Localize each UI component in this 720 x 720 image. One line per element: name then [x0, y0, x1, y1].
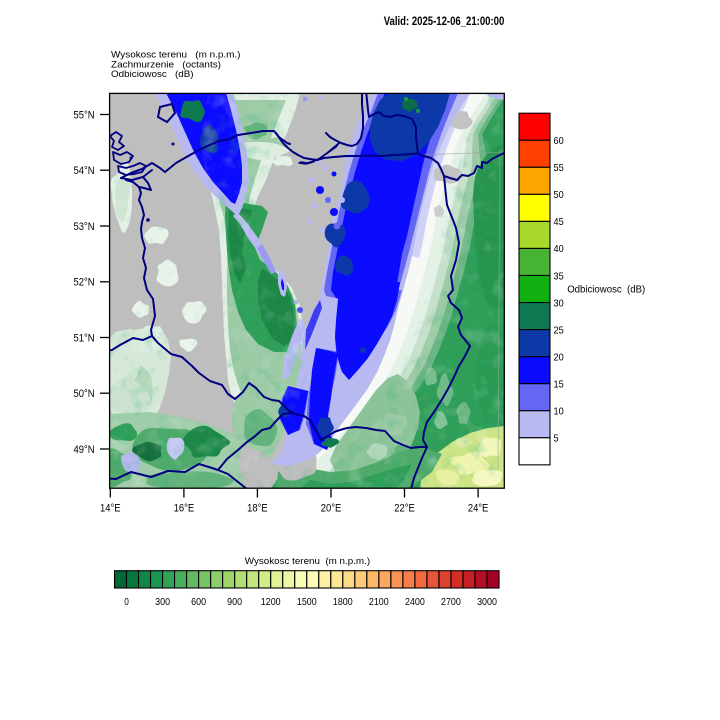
svg-text:Valid: 2025-12-06_21:00:00: Valid: 2025-12-06_21:00:00: [384, 14, 505, 28]
svg-text:20: 20: [554, 352, 564, 364]
svg-text:300: 300: [155, 596, 170, 608]
svg-text:2700: 2700: [441, 596, 461, 608]
svg-text:1500: 1500: [297, 596, 317, 608]
svg-text:25: 25: [554, 324, 564, 336]
svg-text:18°E: 18°E: [247, 503, 268, 515]
svg-text:2100: 2100: [369, 596, 389, 608]
svg-text:Odbiciowosc (dB): Odbiciowosc (dB): [111, 69, 194, 80]
svg-text:16°E: 16°E: [174, 503, 195, 515]
svg-text:Odbiciowosc (dB): Odbiciowosc (dB): [567, 284, 645, 296]
svg-text:Wysokosc terenu (m n.p.m.): Wysokosc terenu (m n.p.m.): [245, 556, 370, 567]
svg-text:15: 15: [554, 379, 564, 391]
svg-text:3000: 3000: [477, 596, 497, 608]
svg-text:14°E: 14°E: [100, 503, 121, 515]
svg-text:55: 55: [554, 162, 564, 174]
svg-text:55°N: 55°N: [74, 109, 95, 121]
svg-text:22°E: 22°E: [394, 503, 415, 515]
svg-text:Zachmurzenie (octants): Zachmurzenie (octants): [111, 59, 221, 70]
svg-text:600: 600: [191, 596, 206, 608]
svg-text:5: 5: [554, 433, 559, 445]
svg-text:50: 50: [554, 189, 564, 201]
svg-text:Wysokosc terenu (m n.p.m.): Wysokosc terenu (m n.p.m.): [111, 49, 241, 60]
svg-text:53°N: 53°N: [74, 221, 95, 233]
svg-text:51°N: 51°N: [74, 332, 95, 344]
svg-text:60: 60: [554, 135, 564, 147]
svg-text:40: 40: [554, 243, 564, 255]
svg-text:24°E: 24°E: [468, 503, 489, 515]
svg-text:10: 10: [554, 406, 564, 418]
svg-text:20°E: 20°E: [321, 503, 342, 515]
svg-text:1200: 1200: [261, 596, 281, 608]
svg-text:900: 900: [227, 596, 242, 608]
svg-text:52°N: 52°N: [74, 277, 95, 289]
svg-text:35: 35: [554, 270, 564, 282]
svg-text:45: 45: [554, 216, 564, 228]
svg-text:2400: 2400: [405, 596, 425, 608]
svg-text:49°N: 49°N: [74, 444, 95, 456]
svg-text:54°N: 54°N: [74, 165, 95, 177]
svg-text:30: 30: [554, 297, 564, 309]
svg-text:0: 0: [124, 596, 129, 608]
svg-text:50°N: 50°N: [74, 388, 95, 400]
svg-text:1800: 1800: [333, 596, 353, 608]
